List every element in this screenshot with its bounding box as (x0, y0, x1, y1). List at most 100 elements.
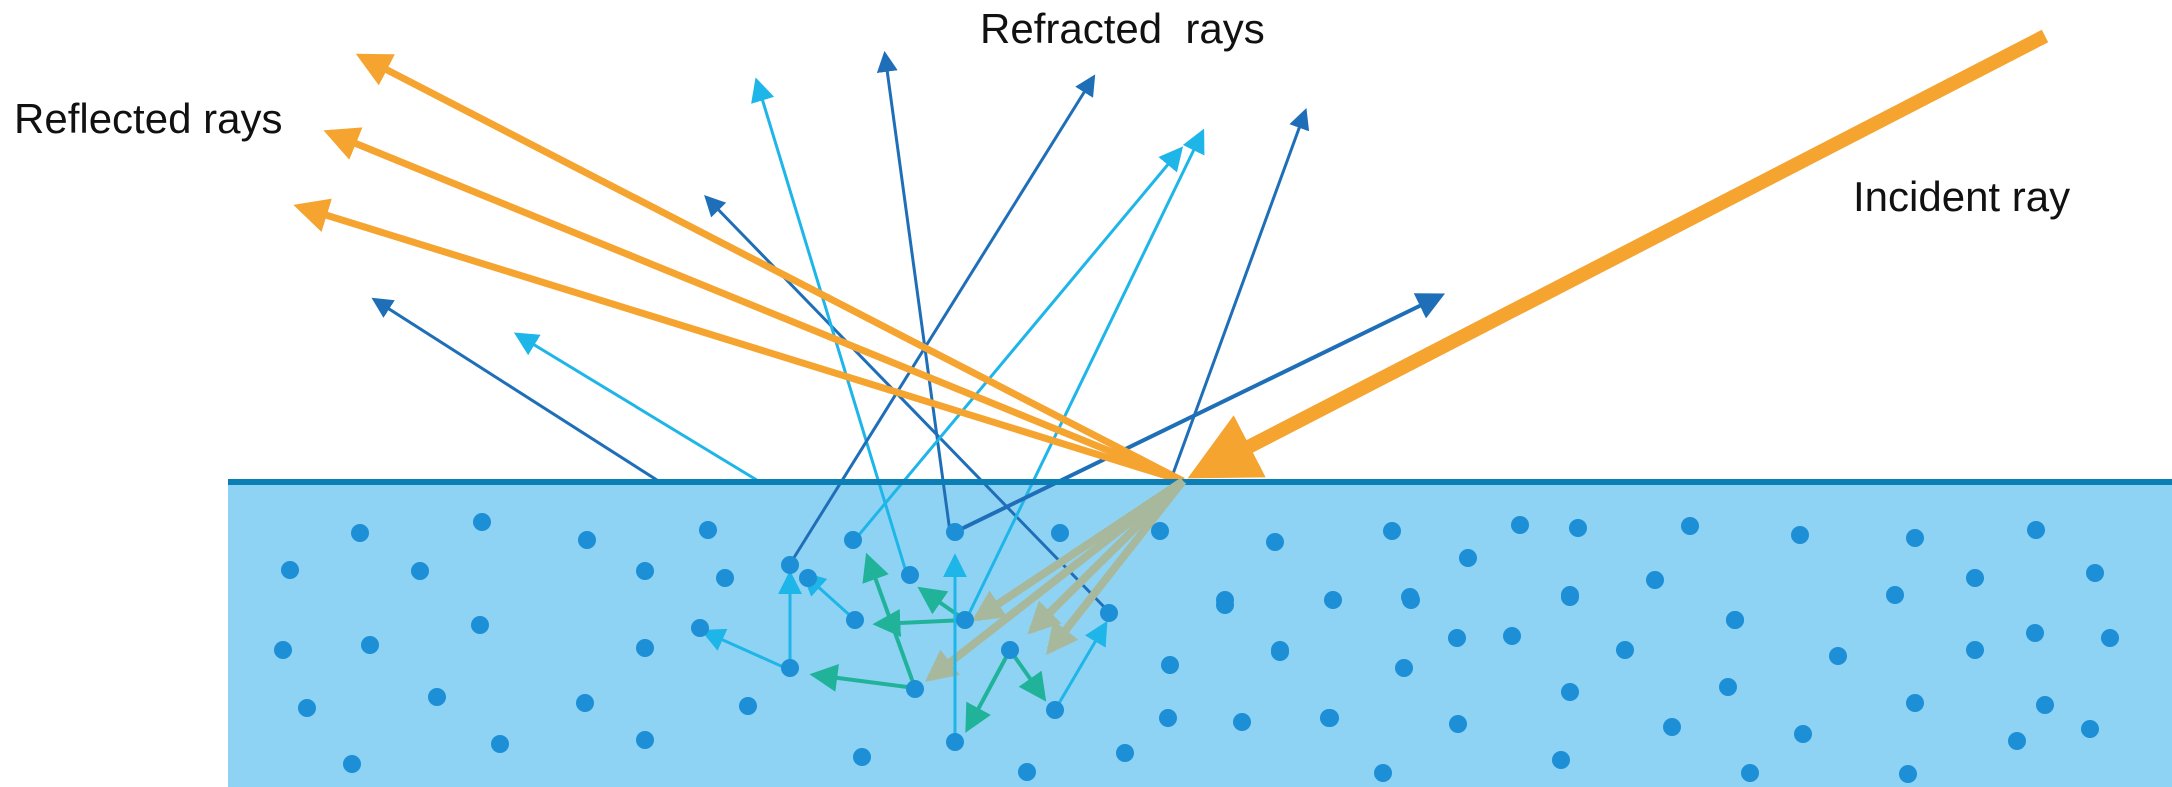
particle (351, 524, 369, 542)
particle (281, 561, 299, 579)
particle (1266, 533, 1284, 551)
particle (1216, 596, 1234, 614)
particle (1100, 604, 1118, 622)
particle (2036, 696, 2054, 714)
particle (1741, 764, 1759, 782)
particle (946, 523, 964, 541)
particle (781, 659, 799, 677)
scatter-ray (809, 664, 916, 692)
scatter-ray (1053, 620, 1108, 711)
particle (901, 566, 919, 584)
scattering-medium (228, 481, 2172, 787)
particle (471, 616, 489, 634)
refracted-ray (371, 297, 661, 484)
particle (1791, 526, 1809, 544)
particle (1448, 629, 1466, 647)
particle (636, 639, 654, 657)
particle (1569, 519, 1587, 537)
particle (491, 735, 509, 753)
incident-ray-label: Incident ray (1853, 173, 2071, 220)
particle (361, 636, 379, 654)
particle (853, 748, 871, 766)
particle (1459, 549, 1477, 567)
particle (411, 562, 429, 580)
particle (1374, 764, 1392, 782)
particle (578, 531, 596, 549)
particle (1046, 701, 1064, 719)
particle (2026, 624, 2044, 642)
refracted-ray (851, 146, 1184, 543)
particle (1051, 524, 1069, 542)
refracted-rays-label: Refracted rays (980, 5, 1265, 52)
particle (298, 699, 316, 717)
internal-ray (1046, 478, 1187, 656)
particle (1829, 647, 1847, 665)
particle (956, 611, 974, 629)
refracted-ray (513, 332, 761, 484)
internal-ray (1027, 478, 1186, 635)
incident-ray (1187, 29, 2049, 479)
particle (946, 733, 964, 751)
particle (1906, 529, 1924, 547)
particle (1383, 522, 1401, 540)
particle (1719, 678, 1737, 696)
refracted-ray (876, 50, 952, 533)
particle (1511, 516, 1529, 534)
particle (799, 569, 817, 587)
particle (636, 731, 654, 749)
particle (576, 694, 594, 712)
reflected-ray (323, 127, 1185, 485)
particle (1966, 569, 1984, 587)
particle (716, 569, 734, 587)
particle (473, 513, 491, 531)
particle (739, 697, 757, 715)
particle (1561, 588, 1579, 606)
particle (1161, 656, 1179, 674)
particle (1401, 588, 1419, 606)
particle (1561, 683, 1579, 701)
particle (2086, 564, 2104, 582)
particle (1449, 715, 1467, 733)
particle (2101, 629, 2119, 647)
particle (1663, 718, 1681, 736)
particle (1726, 611, 1744, 629)
particle (636, 562, 654, 580)
scatter-ray (700, 628, 791, 672)
scatter-ray (965, 649, 1012, 733)
internal-ray (924, 477, 1186, 682)
particle (699, 521, 717, 539)
particle (1681, 517, 1699, 535)
particle (1899, 765, 1917, 783)
particles (274, 513, 2119, 783)
particle (2081, 720, 2099, 738)
particle (274, 641, 292, 659)
particle (1001, 641, 1019, 659)
particle (1018, 763, 1036, 781)
scatter-ray (1008, 648, 1047, 702)
refracted-ray (963, 128, 1205, 623)
particle (781, 556, 799, 574)
refracted-ray (954, 293, 1446, 534)
particle (1324, 591, 1342, 609)
particle (343, 755, 361, 773)
particle (1794, 725, 1812, 743)
particle (1271, 643, 1289, 661)
particle (1552, 751, 1570, 769)
particle (691, 619, 709, 637)
particle (844, 531, 862, 549)
internal-incident-rays (924, 477, 1187, 682)
particle (1321, 709, 1339, 727)
refracted-ray (751, 77, 909, 576)
particle (1886, 586, 1904, 604)
particle (1966, 641, 1984, 659)
reflected-rays (293, 53, 1185, 485)
particle (1159, 709, 1177, 727)
particle (1646, 571, 1664, 589)
reflected-rays-label: Reflected rays (14, 95, 283, 142)
particle (1151, 522, 1169, 540)
scatter-ray (872, 608, 966, 637)
particle (906, 680, 924, 698)
particle (1503, 627, 1521, 645)
particle (428, 688, 446, 706)
